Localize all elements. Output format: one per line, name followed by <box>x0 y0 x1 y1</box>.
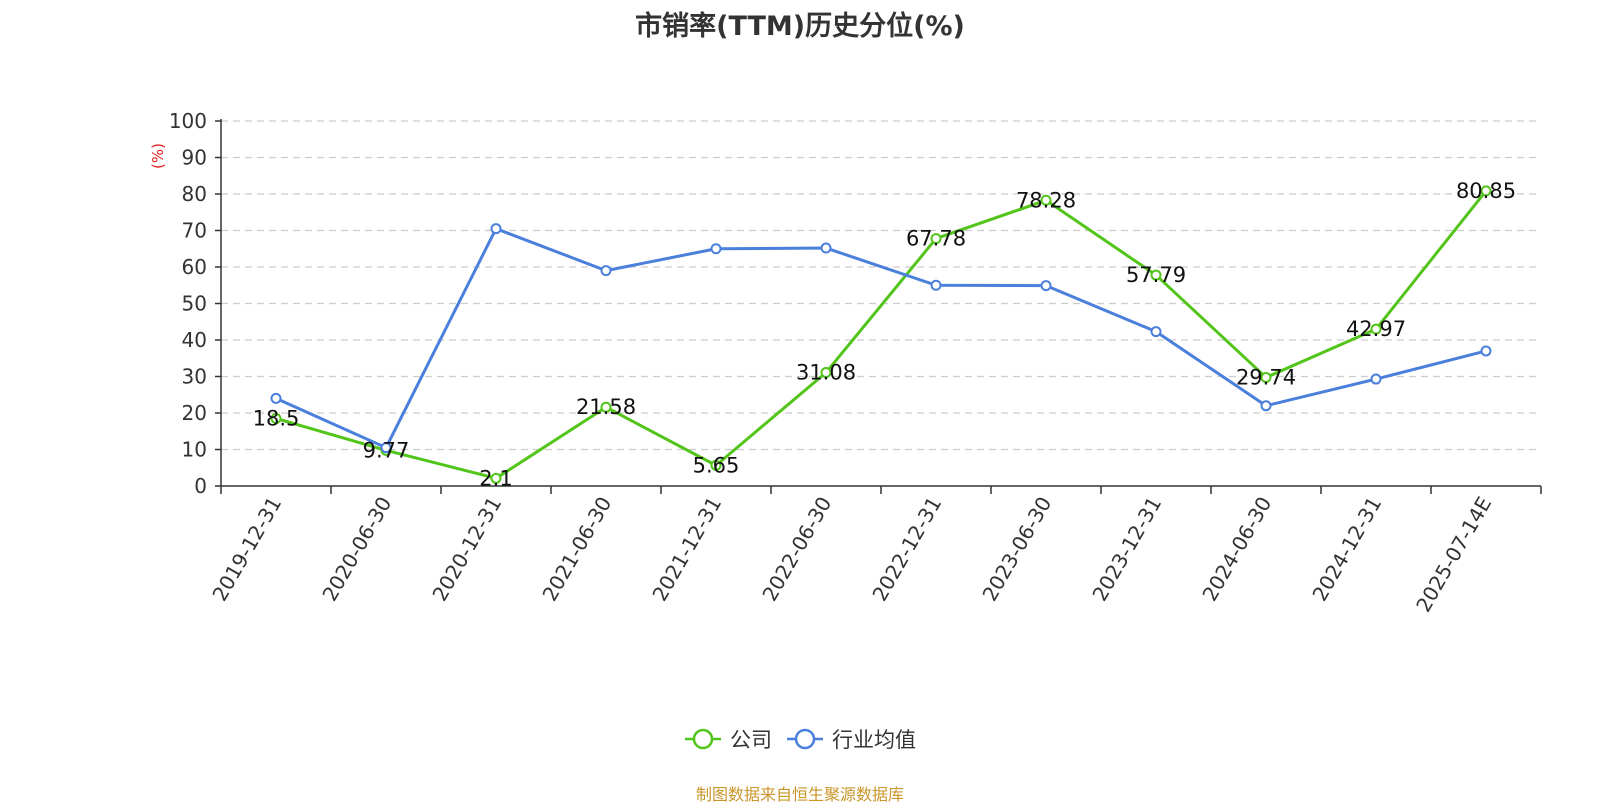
data-label: 5.65 <box>693 453 740 477</box>
y-tick-label: 10 <box>182 438 207 462</box>
data-point <box>270 392 282 404</box>
data-point <box>600 401 612 413</box>
data-label: 9.77 <box>363 438 410 462</box>
x-tick-label: 2022-06-30 <box>757 493 836 606</box>
y-tick-label: 90 <box>182 146 207 170</box>
chart-title: 市销率(TTM)历史分位(%) <box>635 11 965 42</box>
legend-swatch <box>685 728 721 750</box>
y-tick-label: 50 <box>182 292 207 316</box>
x-tick-label: 2021-06-30 <box>537 493 616 606</box>
data-point <box>1480 185 1492 197</box>
x-tick-label: 2020-06-30 <box>317 493 396 606</box>
legend: 公司 行业均值 <box>0 724 1600 754</box>
data-label: 57.79 <box>1126 263 1186 287</box>
source-note: 制图数据来自恒生聚源数据库 <box>695 785 904 804</box>
data-point <box>710 459 722 471</box>
data-label: 80.85 <box>1456 179 1516 203</box>
y-tick-label: 70 <box>182 219 207 243</box>
data-point <box>1150 269 1162 281</box>
legend-label: 行业均值 <box>832 728 916 752</box>
data-point <box>1260 400 1272 412</box>
x-tick-label: 2025-07-14E <box>1411 493 1496 617</box>
data-label: 2.1 <box>479 466 512 490</box>
data-point <box>1370 323 1382 335</box>
data-point <box>930 279 942 291</box>
data-label: 78.28 <box>1016 188 1076 212</box>
grid-lines <box>221 120 1541 451</box>
data-point <box>1370 373 1382 385</box>
data-point <box>820 367 832 379</box>
data-point <box>490 223 502 235</box>
data-label: 42.97 <box>1346 317 1406 341</box>
series-line <box>275 189 1488 480</box>
data-label: 67.78 <box>906 227 966 251</box>
y-tick-label: 20 <box>182 401 207 425</box>
x-tick-label: 2022-12-31 <box>867 493 946 606</box>
x-tick-label: 2020-12-31 <box>427 493 506 606</box>
y-tick-label: 60 <box>182 255 207 279</box>
data-point <box>1040 280 1052 292</box>
data-point <box>710 243 722 255</box>
data-point <box>1480 345 1492 357</box>
y-tick-label: 0 <box>194 474 207 498</box>
data-point <box>930 233 942 245</box>
y-tick-label: 80 <box>182 182 207 206</box>
data-point <box>490 472 502 484</box>
legend-item[interactable]: 公司 <box>684 724 772 754</box>
x-tick-label: 2023-12-31 <box>1087 493 1166 606</box>
data-labels: 18.5 9.77 2.1 21.58 5.65 31.08 67.78 78.28 57.79… <box>253 179 1516 490</box>
x-tick-label: 2019-12-31 <box>207 493 286 606</box>
series-layer <box>270 185 1492 484</box>
data-label: 31.08 <box>796 361 856 385</box>
x-tick-label: 2021-12-31 <box>647 493 726 606</box>
legend-label: 公司 <box>730 728 772 752</box>
legend-swatch <box>787 728 823 750</box>
series-line <box>275 227 1487 450</box>
y-axis-label: (%) <box>149 143 167 169</box>
data-label: 18.5 <box>253 406 300 430</box>
y-tick-label: 100 <box>169 109 207 133</box>
x-tick-label: 2024-06-30 <box>1197 493 1276 606</box>
data-label: 21.58 <box>576 395 636 419</box>
y-tick-label: 40 <box>182 328 207 352</box>
legend-item[interactable]: 行业均值 <box>786 724 916 754</box>
data-point <box>270 412 282 424</box>
data-point <box>1040 194 1052 206</box>
data-point <box>1150 326 1162 338</box>
data-point <box>1260 371 1272 383</box>
x-tick-label: 2023-06-30 <box>977 493 1056 606</box>
y-tick-label: 30 <box>182 365 207 389</box>
data-point <box>820 242 832 254</box>
data-point <box>600 265 612 277</box>
data-label: 29.74 <box>1236 365 1296 389</box>
data-point <box>380 442 392 454</box>
x-tick-label: 2024-12-31 <box>1307 493 1386 606</box>
